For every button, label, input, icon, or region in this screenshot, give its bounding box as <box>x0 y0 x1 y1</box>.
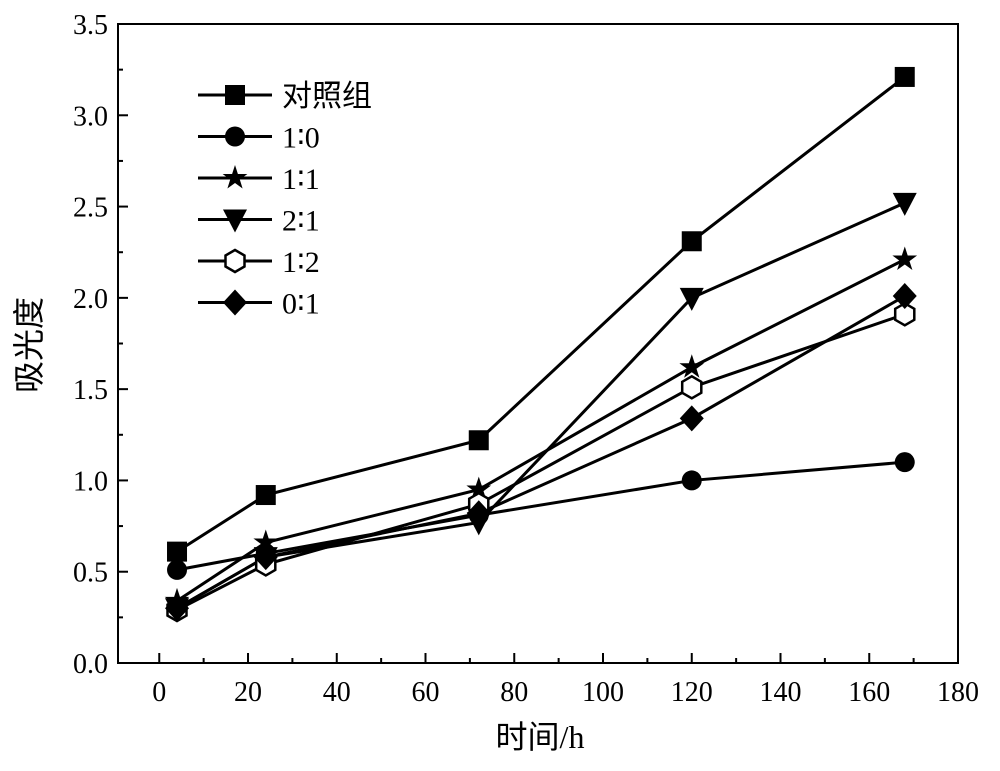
square-marker <box>681 231 702 252</box>
x-tick-label: 0 <box>152 677 166 708</box>
y-tick-label: 3.5 <box>73 10 108 41</box>
legend-label: 0∶1 <box>282 288 320 321</box>
legend-item: 对照组 <box>198 80 372 113</box>
legend-label: 2∶1 <box>282 205 320 238</box>
series-markers-triangle-down <box>165 192 917 622</box>
triangle-down-marker <box>679 287 704 311</box>
triangle-down-marker <box>892 192 917 216</box>
series-group <box>164 66 918 623</box>
star-marker <box>892 246 918 270</box>
diamond-marker <box>223 289 247 316</box>
square-marker <box>468 430 489 451</box>
series-line <box>176 294 906 610</box>
legend-item: 1∶0 <box>198 122 320 155</box>
diamond-marker <box>892 283 917 310</box>
axes: 0 20 40 60 80 100 120 140 160 180 0.0 0.5 1.0 1.5 2.0 2… <box>73 10 979 708</box>
y-tick-label: 2.0 <box>73 284 108 315</box>
diamond-marker <box>253 544 278 571</box>
circle-marker <box>894 452 915 473</box>
triangle-down-marker <box>223 209 247 233</box>
square-marker <box>255 485 276 506</box>
legend-label: 1∶0 <box>282 122 320 155</box>
square-marker <box>894 66 915 87</box>
x-axis-label: 时间/h <box>496 719 585 755</box>
y-tick-label: 1.5 <box>73 375 108 406</box>
x-tick-label: 80 <box>500 677 528 708</box>
hexagon-marker <box>680 374 703 400</box>
star-marker <box>253 529 279 553</box>
square-marker <box>167 541 188 562</box>
circle-marker <box>167 559 188 580</box>
y-tick-label: 0.5 <box>73 558 108 589</box>
hexagon-marker <box>224 248 246 274</box>
y-tick-label: 1.0 <box>73 466 108 497</box>
star-marker <box>222 165 248 189</box>
circle-marker <box>681 470 702 491</box>
y-tick-label: 2.5 <box>73 193 108 224</box>
legend-item: 1∶1 <box>198 163 320 196</box>
series-diamond <box>176 294 906 610</box>
diamond-marker <box>466 500 491 527</box>
star-marker <box>466 476 492 501</box>
x-tick-label: 40 <box>323 677 351 708</box>
series-markers-diamond <box>165 283 917 622</box>
y-axis-label: 吸光度 <box>11 297 47 393</box>
series-markers-square <box>167 66 915 562</box>
x-tick-label: 180 <box>937 677 979 708</box>
legend-item: 1∶2 <box>198 246 320 279</box>
legend-label: 1∶1 <box>282 163 320 196</box>
x-tick-label: 120 <box>671 677 713 708</box>
x-tick-label: 20 <box>234 677 262 708</box>
y-tick-label: 3.0 <box>73 101 108 132</box>
x-tick-label: 60 <box>412 677 440 708</box>
legend-label: 1∶2 <box>282 246 320 279</box>
legend-label: 对照组 <box>282 80 372 113</box>
x-tick-label: 100 <box>582 677 624 708</box>
y-tick-label: 0.0 <box>73 649 108 680</box>
circle-marker <box>225 126 245 147</box>
x-tick-label: 140 <box>760 677 802 708</box>
legend: 对照组 1∶0 1∶1 2∶1 1∶2 0∶1 <box>198 80 372 321</box>
legend-item: 2∶1 <box>198 205 320 238</box>
square-marker <box>225 85 245 105</box>
plot-frame <box>117 23 959 664</box>
legend-item: 0∶1 <box>198 288 320 321</box>
diamond-marker <box>165 595 190 622</box>
star-marker <box>679 354 705 378</box>
diamond-marker <box>679 405 704 432</box>
hexagon-marker <box>893 301 916 327</box>
x-tick-label: 160 <box>848 677 890 708</box>
